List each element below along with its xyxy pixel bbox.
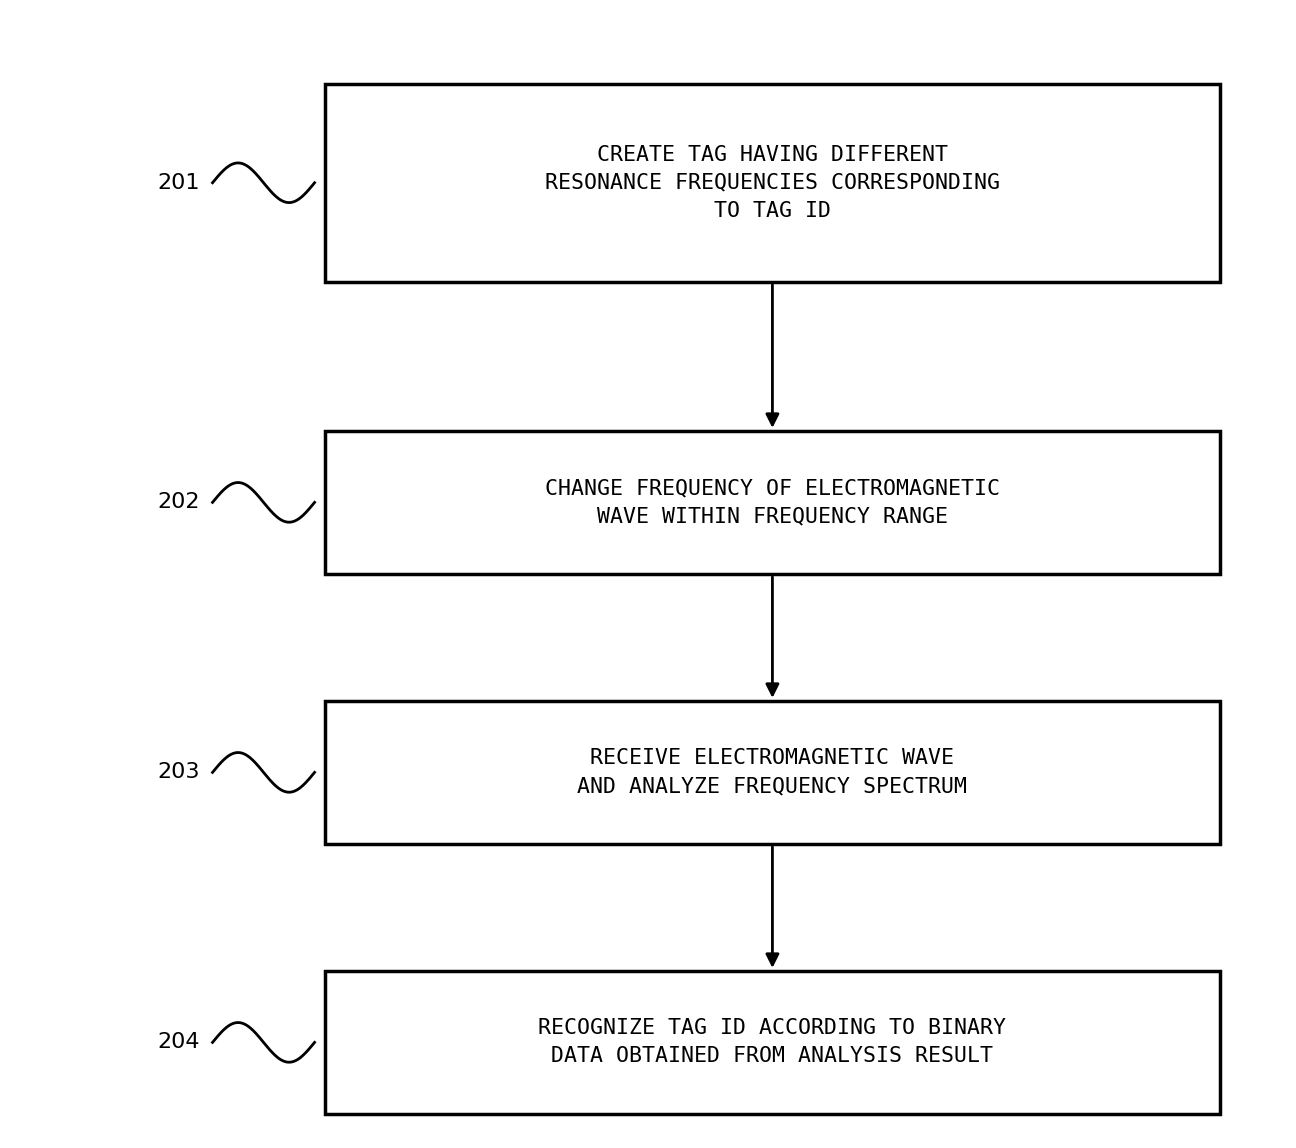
Bar <box>324 84 1221 282</box>
Text: 204: 204 <box>158 1032 200 1053</box>
Text: CREATE TAG HAVING DIFFERENT
RESONANCE FREQUENCIES CORRESPONDING
TO TAG ID: CREATE TAG HAVING DIFFERENT RESONANCE FR… <box>544 145 1001 220</box>
Bar <box>324 971 1221 1114</box>
Bar <box>324 430 1221 574</box>
Text: CHANGE FREQUENCY OF ELECTROMAGNETIC
WAVE WITHIN FREQUENCY RANGE: CHANGE FREQUENCY OF ELECTROMAGNETIC WAVE… <box>544 479 1001 527</box>
Text: RECEIVE ELECTROMAGNETIC WAVE
AND ANALYZE FREQUENCY SPECTRUM: RECEIVE ELECTROMAGNETIC WAVE AND ANALYZE… <box>578 748 967 797</box>
Text: 201: 201 <box>158 172 200 193</box>
Text: 202: 202 <box>158 492 200 512</box>
Bar <box>324 700 1221 844</box>
Text: RECOGNIZE TAG ID ACCORDING TO BINARY
DATA OBTAINED FROM ANALYSIS RESULT: RECOGNIZE TAG ID ACCORDING TO BINARY DAT… <box>538 1018 1007 1066</box>
Text: 203: 203 <box>158 762 200 783</box>
